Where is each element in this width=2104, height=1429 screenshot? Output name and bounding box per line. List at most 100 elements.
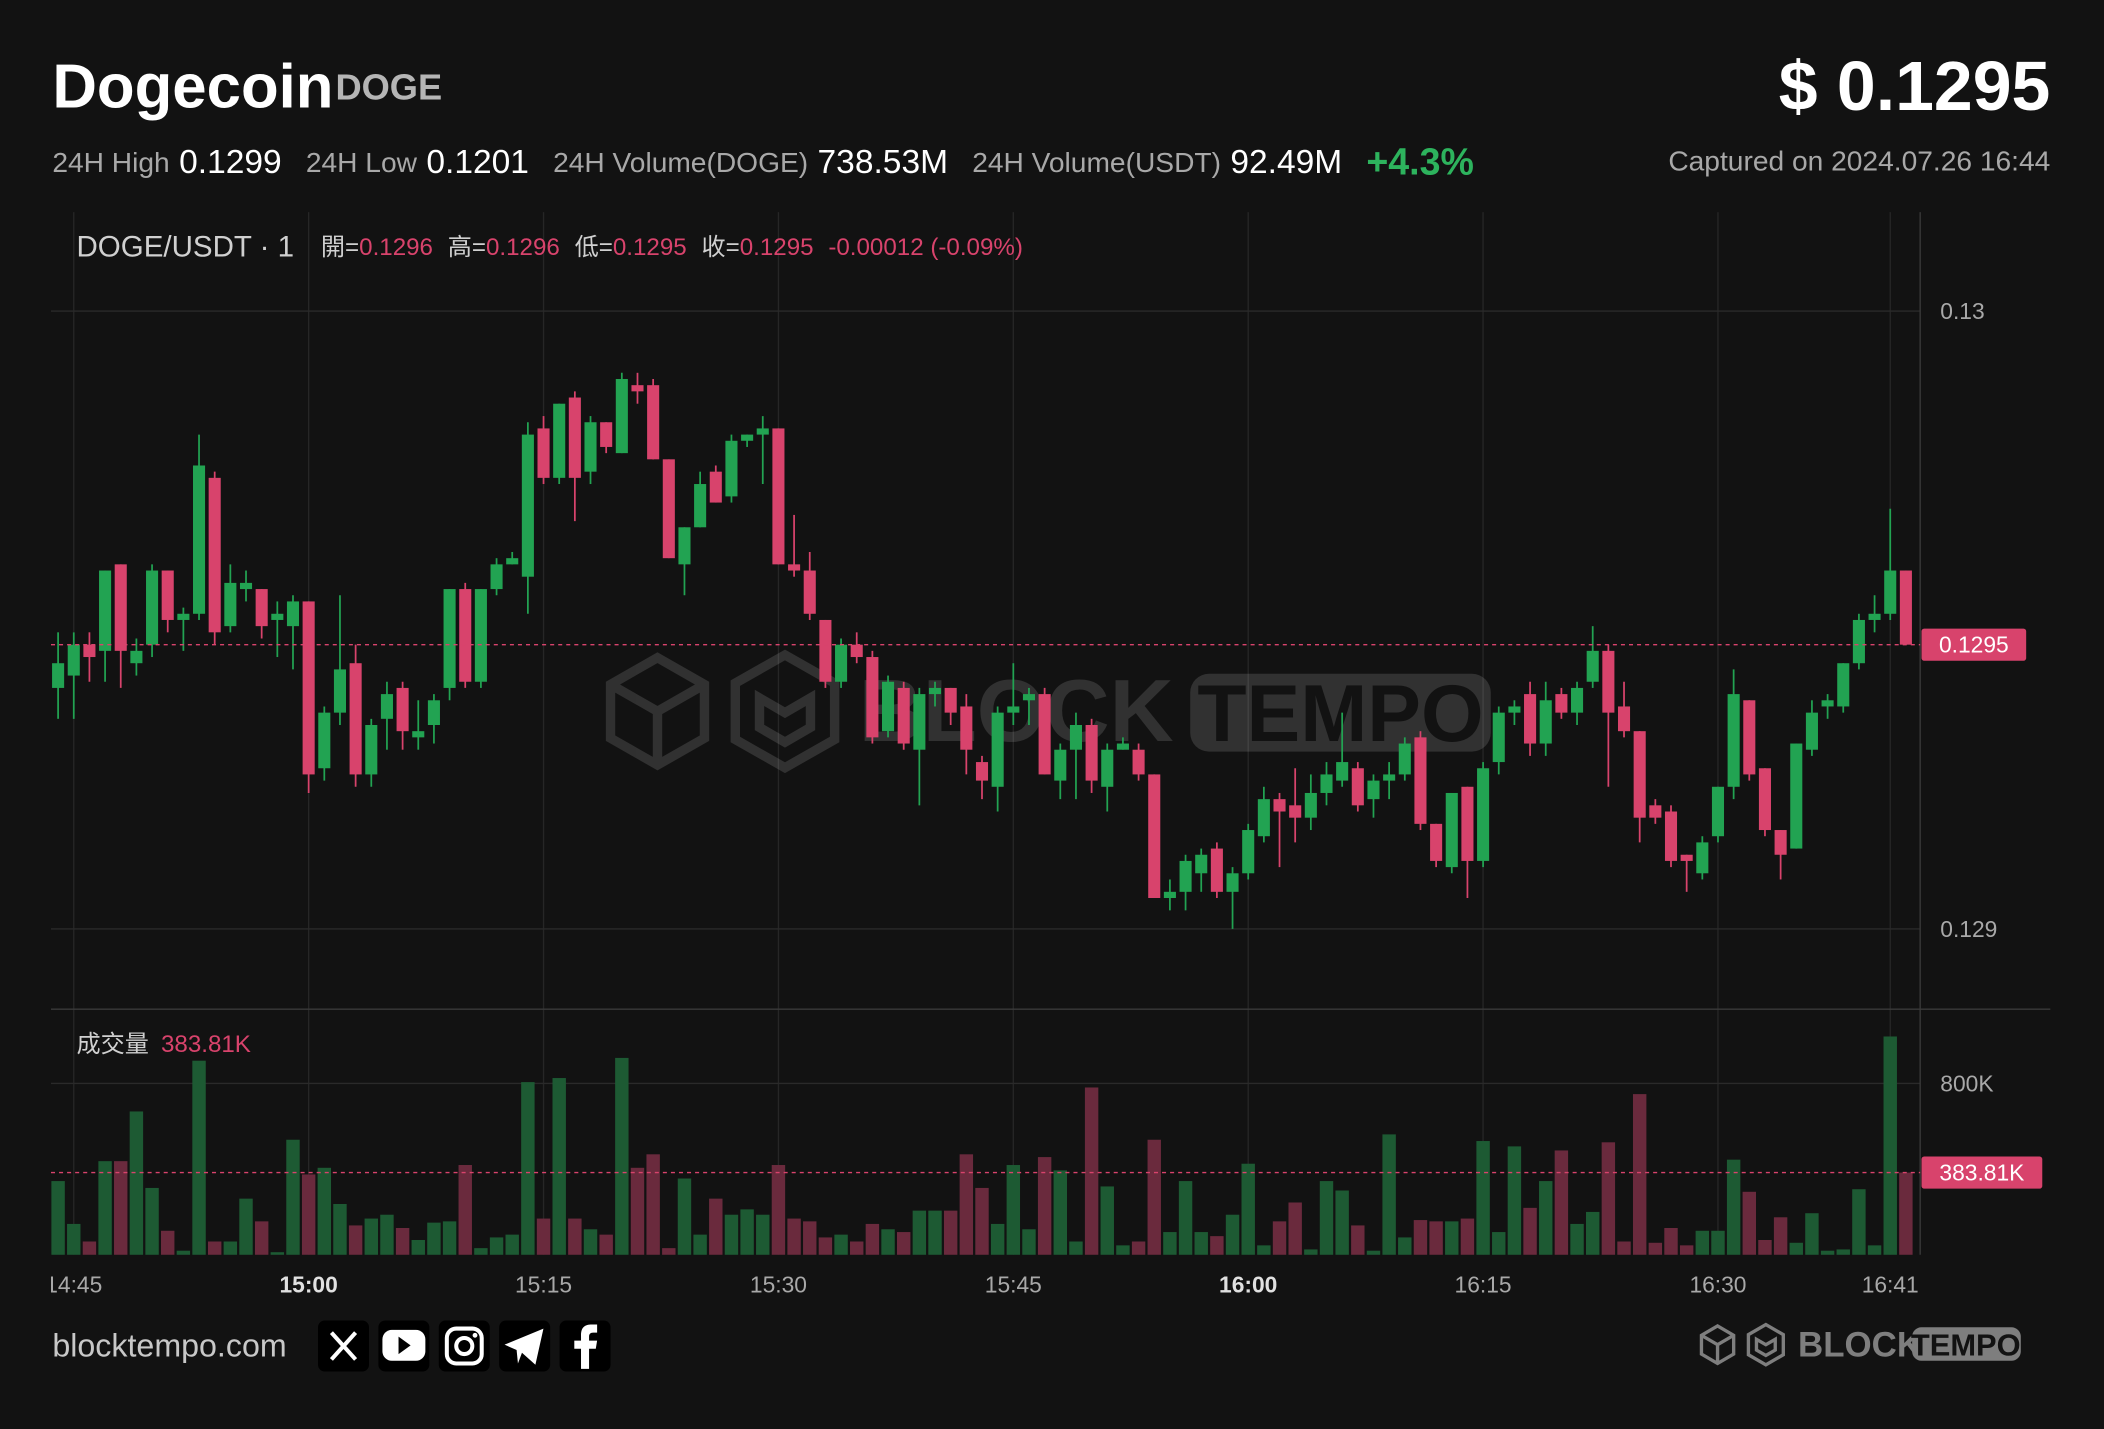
candle-body	[67, 644, 80, 676]
candle-body	[1085, 724, 1098, 781]
candle-body	[1430, 823, 1443, 861]
volume-bar	[145, 1187, 159, 1255]
candle-body	[678, 527, 691, 565]
x-tick-label: 15:00	[279, 1271, 337, 1297]
candle-body	[1774, 830, 1787, 855]
candle-body	[1038, 694, 1051, 775]
candle-body	[1367, 780, 1380, 800]
candle-body	[1539, 700, 1552, 744]
volume-title: 成交量	[76, 1031, 148, 1058]
candle-body	[1195, 854, 1208, 874]
volume-bar	[1351, 1225, 1365, 1255]
volume-bar	[1147, 1139, 1161, 1255]
logo-badge	[1912, 1327, 2021, 1361]
candle-body	[380, 694, 393, 719]
watermark-icon	[730, 649, 840, 774]
volume-bar	[881, 1229, 895, 1255]
candle-body	[600, 422, 613, 447]
candle-body	[1273, 799, 1286, 812]
watermark-brand-right: TEMPO	[1197, 669, 1483, 759]
candle-body	[333, 669, 347, 713]
x-tick-label: 15:45	[985, 1271, 1042, 1297]
candle-body	[1022, 694, 1036, 701]
volume-bar	[489, 1237, 504, 1255]
candle-body	[1586, 650, 1599, 682]
candle-body	[1743, 700, 1756, 775]
y-tick-label: 0.13	[1940, 298, 1984, 324]
change-24h: +4.3%	[1366, 141, 1474, 183]
candle-body	[1711, 786, 1725, 837]
candle-body	[1320, 774, 1333, 793]
candle-body	[318, 712, 331, 769]
volume-bar	[615, 1057, 629, 1255]
candle-body	[944, 687, 957, 713]
volume-bar	[662, 1248, 676, 1255]
candle-body	[1101, 749, 1114, 787]
volume-bar	[1210, 1236, 1224, 1255]
volume-tick-label: 800K	[1940, 1070, 1993, 1096]
candle-body	[1790, 743, 1803, 849]
volume-bar	[1445, 1221, 1459, 1255]
youtube-icon[interactable]	[378, 1320, 430, 1372]
volume-bar	[975, 1187, 989, 1255]
candle-body	[1649, 805, 1662, 818]
candle-body	[741, 434, 754, 441]
candle-body	[1758, 768, 1771, 831]
x-icon[interactable]	[318, 1320, 370, 1372]
candle-body	[882, 681, 895, 732]
volume-bar	[896, 1232, 911, 1255]
facebook-icon[interactable]	[559, 1320, 611, 1372]
candle-body	[130, 650, 143, 664]
candle-body	[99, 570, 112, 651]
candle-body	[1617, 706, 1631, 732]
candle-body	[756, 428, 769, 435]
volume-bar	[1116, 1245, 1130, 1255]
candle-body	[960, 706, 973, 750]
candle-body	[52, 663, 65, 688]
candle-body	[1163, 891, 1176, 899]
candle-body	[1445, 792, 1458, 868]
volume-bar	[1053, 1170, 1068, 1255]
candle-body	[1821, 700, 1834, 707]
coin-name: Dogecoin	[52, 53, 333, 122]
volume-bar	[630, 1167, 645, 1255]
candle-body	[459, 589, 472, 682]
price-tag	[1921, 628, 2027, 661]
volume-bar	[67, 1223, 81, 1255]
volume-bar	[1225, 1214, 1240, 1255]
candle-body	[1805, 712, 1818, 750]
volume-bar	[787, 1218, 801, 1255]
volume-bar	[959, 1154, 974, 1255]
volume-bar	[521, 1082, 535, 1255]
candle-body	[427, 700, 440, 725]
volume-bar	[1319, 1181, 1334, 1255]
candle-body	[913, 694, 926, 750]
x-axis: 14:45 15:00 15:15 15:30 15:45 16:00 16:15 16:30…	[51, 1271, 1919, 1297]
stat-value: 92.49M	[1230, 144, 1342, 181]
price-tag-label: 0.1295	[1939, 632, 2009, 658]
candle-body	[1696, 842, 1709, 874]
volume-bar	[536, 1218, 551, 1255]
volume-bar	[1288, 1202, 1302, 1255]
candle-body	[239, 582, 253, 590]
candle-body	[412, 731, 425, 738]
volume-bar	[286, 1139, 300, 1255]
volume-bar	[1867, 1245, 1882, 1255]
telegram-icon[interactable]	[499, 1320, 551, 1372]
site-link[interactable]: blocktempo.com	[52, 1328, 286, 1364]
candle-body	[803, 570, 816, 614]
volume-bar	[207, 1241, 222, 1255]
candle-body	[897, 687, 910, 744]
instagram-icon[interactable]	[438, 1320, 490, 1372]
candle-body	[694, 484, 707, 528]
candle-body	[1899, 570, 1912, 645]
volume-bar	[1679, 1245, 1694, 1255]
candle-body	[490, 564, 503, 590]
candle-body	[1680, 854, 1693, 861]
candle-body	[1069, 724, 1082, 750]
candle-body	[1132, 749, 1145, 775]
volume-bar	[442, 1221, 457, 1255]
volume-legend-value: 383.81K	[161, 1031, 251, 1058]
candle-body	[1571, 687, 1584, 713]
volume-bar	[270, 1252, 285, 1255]
